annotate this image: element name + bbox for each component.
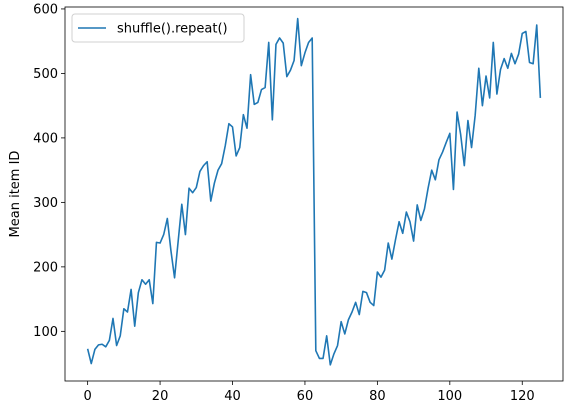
legend-label: shuffle().repeat() [117,22,228,37]
x-tick-label: 60 [297,389,314,404]
plot-frame [64,6,564,382]
y-tick-label: 400 [33,131,58,146]
legend: shuffle().repeat() [71,13,245,43]
x-tick-label: 120 [510,389,535,404]
x-tick-label: 100 [437,389,462,404]
x-tick-label: 20 [152,389,169,404]
x-tick-label: 40 [224,389,241,404]
series-line [86,17,542,366]
y-tick-label: 200 [33,260,58,275]
x-tick-label: 0 [83,389,91,404]
y-tick-label: 600 [33,2,58,17]
ticks-layer: 0 20 40 60 80 100 120 100 200 300 400 500 600 [33,2,534,404]
y-tick-label: 300 [33,196,58,211]
y-axis-label: Mean item ID [8,151,23,238]
y-tick-label: 500 [33,67,58,82]
legend-box [71,13,245,43]
y-tick-label: 100 [33,325,58,340]
series-layer [86,17,542,366]
x-tick-label: 80 [369,389,386,404]
